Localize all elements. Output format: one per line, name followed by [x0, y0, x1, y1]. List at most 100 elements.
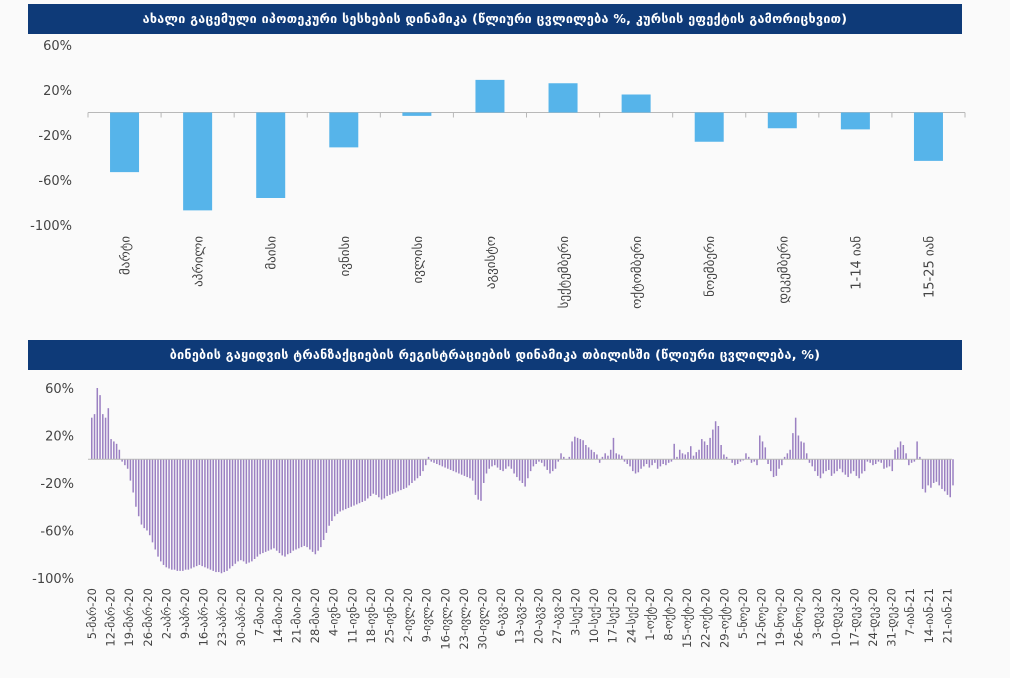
y-tick-label: 60% [45, 382, 74, 397]
bar [245, 459, 248, 564]
bar [582, 440, 584, 460]
bar [118, 449, 121, 460]
bar [524, 459, 526, 487]
bar [240, 459, 242, 561]
bar [281, 459, 283, 556]
bar [571, 441, 573, 460]
bar [171, 459, 173, 570]
bar [306, 459, 308, 548]
bar [333, 459, 336, 517]
x-tick-label: 31-დეკ-20 [885, 588, 899, 647]
bar [621, 94, 651, 113]
bar [538, 459, 540, 462]
bar [775, 459, 778, 476]
bar [107, 408, 110, 460]
bar [113, 441, 115, 460]
bar [369, 459, 372, 497]
x-tick-label: 9-აპრ-20 [178, 588, 192, 639]
bar [391, 459, 394, 494]
x-tick-label: 5-მარ-20 [85, 588, 99, 639]
bar [146, 459, 148, 531]
bar [919, 456, 921, 460]
x-tick-label: 8-ოქტ-20 [661, 588, 675, 641]
bar [932, 459, 935, 483]
bar [115, 443, 118, 460]
bar [259, 459, 261, 555]
bar [745, 453, 747, 460]
x-tick-label: 26-ნოე-20 [792, 588, 806, 646]
y-tick-label: -20% [40, 477, 74, 492]
bar [930, 459, 932, 488]
bar [91, 417, 93, 460]
bar [833, 459, 836, 474]
bar [347, 459, 350, 508]
bar [389, 459, 391, 495]
bar [946, 459, 949, 495]
bar [206, 459, 209, 569]
bar [786, 453, 789, 460]
bar [447, 459, 449, 469]
bar [941, 459, 943, 489]
bar [874, 459, 877, 464]
bar [778, 459, 780, 469]
bar [383, 459, 386, 499]
bar [869, 459, 871, 463]
bar [104, 417, 107, 460]
bar [124, 459, 126, 466]
bar [670, 459, 673, 462]
bar [397, 459, 399, 492]
bar [852, 459, 855, 472]
x-tick-label: 20-აგვ-20 [531, 588, 545, 644]
x-tick-label: ივლისი [411, 236, 426, 284]
bar [394, 459, 397, 493]
bar [466, 459, 468, 478]
bar [742, 459, 744, 461]
bar [193, 459, 195, 568]
bar [135, 459, 137, 507]
bar [471, 459, 474, 481]
x-tick-label: 22-ოქტ-20 [699, 588, 713, 648]
bar [805, 453, 808, 460]
bar [587, 447, 590, 460]
y-tick-label: 60% [43, 39, 72, 54]
bar [789, 449, 791, 460]
y-tick-label: -100% [32, 572, 74, 587]
bar [654, 459, 656, 463]
bar [267, 459, 270, 551]
bar [612, 437, 615, 460]
bar [168, 459, 170, 569]
bar [110, 439, 112, 460]
bar [828, 459, 830, 470]
bar [129, 459, 132, 481]
bar [513, 459, 515, 474]
bar [645, 459, 648, 464]
bar [367, 459, 369, 499]
bar [800, 441, 802, 460]
bar [204, 459, 206, 568]
bar [516, 459, 518, 478]
bar [692, 455, 695, 460]
bar [648, 459, 651, 468]
bar [126, 459, 129, 469]
x-tick-label: 18-ივნ-20 [364, 588, 378, 643]
bar [331, 459, 333, 521]
bar [841, 459, 844, 473]
bar [364, 459, 366, 501]
bar [430, 459, 433, 462]
bar [220, 459, 223, 574]
bar [590, 449, 593, 460]
bar [665, 459, 667, 466]
x-tick-label: ოქტომბერი [630, 236, 645, 309]
x-tick-label: 2-აპრ-20 [159, 588, 173, 639]
bar [386, 459, 388, 497]
bar [839, 459, 841, 469]
bar [811, 459, 813, 467]
bar [897, 447, 899, 460]
bar [215, 459, 217, 573]
bar [563, 456, 565, 460]
bar [662, 459, 664, 464]
bar [358, 459, 361, 504]
bar [289, 459, 292, 554]
x-tick-label: სექტემბერი [557, 236, 572, 309]
